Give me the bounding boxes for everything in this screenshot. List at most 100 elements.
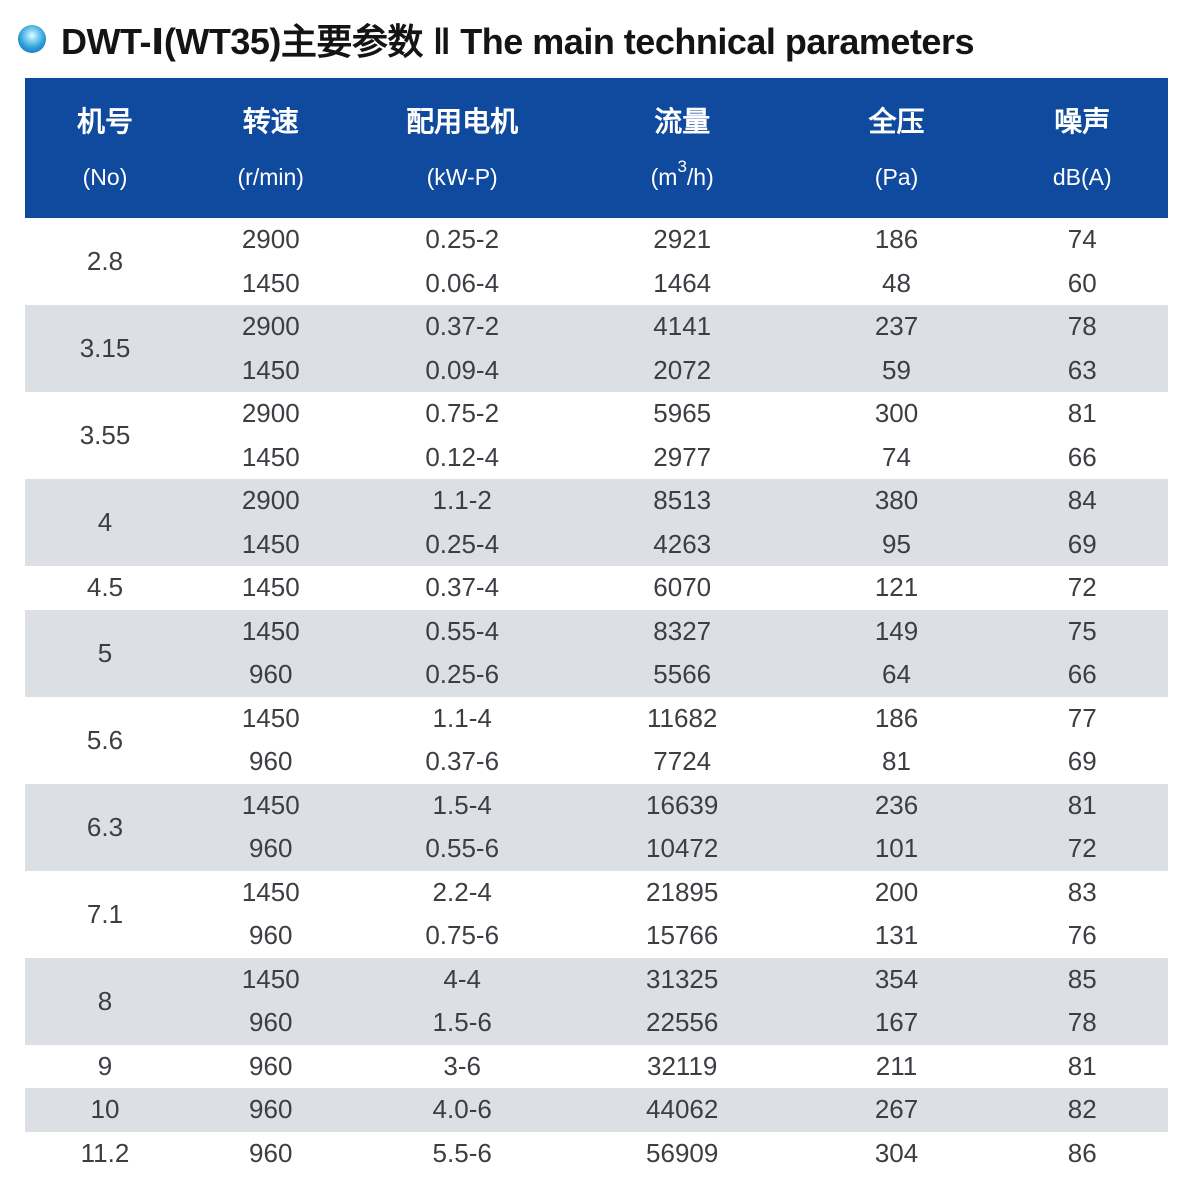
cell-noise: 86 [1067, 1137, 1097, 1168]
cell-flow: 56909 [646, 1137, 719, 1168]
table-row: 960 0.25-6 5566 64 66 [25, 653, 1168, 697]
cell-noise: 60 [1067, 267, 1097, 298]
table-row: 9 960 3-6 32119 211 81 [25, 1044, 1168, 1088]
cell-noise: 77 [1067, 702, 1097, 733]
cell-speed: 2900 [241, 224, 300, 255]
column-unit-motor: (kW-P) [426, 163, 498, 190]
cell-motor: 0.37-2 [425, 311, 500, 342]
cell-noise: 72 [1067, 833, 1097, 864]
cell-no: 4 [97, 507, 113, 537]
cell-pressure: 300 [874, 398, 919, 429]
cell-motor: 4-4 [443, 963, 481, 994]
cell-motor: 4.0-6 [432, 1094, 492, 1125]
cell-speed: 1450 [241, 963, 300, 994]
cell-flow: 4263 [653, 528, 712, 559]
cell-motor: 0.25-2 [425, 224, 500, 255]
cell-flow: 6070 [653, 572, 712, 603]
cell-flow: 8327 [653, 615, 712, 646]
cell-noise: 72 [1067, 572, 1097, 603]
cell-noise: 75 [1067, 615, 1097, 646]
cell-flow: 2921 [653, 224, 712, 255]
cell-flow: 11682 [647, 702, 718, 733]
cell-pressure: 211 [875, 1050, 918, 1081]
cell-pressure: 167 [874, 1007, 919, 1038]
column-header-flow: 流量 (m3/h) [567, 78, 797, 218]
cell-speed: 1450 [241, 615, 300, 646]
cell-motor: 1.5-4 [432, 789, 492, 820]
cell-flow: 21895 [646, 876, 719, 907]
table-row: 2.8 2900 0.25-2 2921 186 74 [25, 218, 1168, 276]
table-row: 4.5 1450 0.37-4 6070 121 72 [25, 566, 1168, 610]
bullet-icon [18, 25, 46, 53]
table-row: 1450 0.06-4 1464 48 60 [25, 261, 1168, 305]
table-row: 7.1 1450 2.2-4 21895 200 83 [25, 870, 1168, 929]
cell-motor: 0.25-6 [425, 659, 500, 690]
cell-flow: 2072 [653, 354, 712, 385]
page-title-en: The main technical parameters [460, 21, 974, 62]
cell-motor: 0.75-6 [425, 920, 500, 951]
column-unit-no: (No) [82, 163, 128, 190]
cell-speed: 1450 [241, 528, 300, 559]
cell-noise: 74 [1067, 224, 1097, 255]
cell-flow: 16639 [646, 789, 719, 820]
table-row: 4 2900 1.1-2 8513 380 84 [25, 479, 1168, 537]
cell-noise: 81 [1067, 1050, 1097, 1081]
cell-motor: 0.55-4 [425, 615, 500, 646]
cell-motor: 0.37-4 [425, 572, 500, 603]
cell-noise: 83 [1067, 876, 1097, 907]
cell-pressure: 81 [882, 746, 911, 777]
cell-speed: 1450 [241, 789, 300, 820]
parameters-table: 机号 (No) 转速 (r/min) 配用电机 (kW-P) 流量 [25, 78, 1168, 1175]
column-unit-pressure: (Pa) [874, 163, 919, 190]
cell-speed: 960 [249, 746, 293, 777]
cell-motor: 1.5-6 [432, 1007, 492, 1038]
table-row: 960 1.5-6 22556 167 78 [25, 1001, 1168, 1045]
table-row: 6.3 1450 1.5-4 16639 236 81 [25, 783, 1168, 842]
cell-flow: 32119 [647, 1050, 718, 1081]
cell-speed: 2900 [241, 311, 300, 342]
table-row: 8 1450 4-4 31325 354 85 [25, 957, 1168, 1016]
page-title-cn: DWT-Ⅰ(WT35)主要参数 [61, 21, 423, 62]
cell-motor: 2.2-4 [432, 876, 492, 907]
page-header: DWT-Ⅰ(WT35)主要参数 ‖ The main technical param… [0, 0, 1191, 78]
column-header-no: 机号 (No) [25, 78, 186, 218]
column-header-noise: 噪声 dB(A) [996, 78, 1168, 218]
cell-pressure: 236 [874, 789, 919, 820]
table-row: 11.2 960 5.5-6 56909 304 86 [25, 1131, 1168, 1175]
page-title: DWT-Ⅰ(WT35)主要参数 ‖ The main technical param… [61, 13, 974, 65]
table-row: 1450 0.12-4 2977 74 66 [25, 435, 1168, 479]
cell-no: 5.6 [86, 724, 124, 755]
cell-flow: 15766 [646, 920, 719, 951]
cell-flow: 4141 [653, 311, 712, 342]
flow-unit-pre: (m [650, 163, 678, 190]
table-row: 10 960 4.0-6 44062 267 82 [25, 1088, 1168, 1132]
cell-speed: 1450 [241, 876, 300, 907]
cell-speed: 1450 [241, 702, 300, 733]
cell-noise: 66 [1067, 441, 1097, 472]
cell-pressure: 95 [882, 528, 911, 559]
cell-pressure: 121 [874, 572, 919, 603]
table-body: 2.8 2900 0.25-2 2921 186 74 1450 0.06-4 1464 48 60… [25, 218, 1168, 1175]
cell-speed: 960 [249, 920, 293, 951]
cell-pressure: 380 [874, 485, 919, 516]
cell-motor: 1.1-4 [432, 702, 492, 733]
cell-pressure: 149 [874, 615, 919, 646]
table-row: 5 1450 0.55-4 8327 149 75 [25, 609, 1168, 668]
column-unit-noise: dB(A) [1052, 163, 1112, 190]
cell-pressure: 101 [874, 833, 919, 864]
cell-speed: 960 [249, 833, 293, 864]
table-row: 3.55 2900 0.75-2 5965 300 81 [25, 392, 1168, 450]
cell-flow: 2977 [653, 441, 712, 472]
cell-flow: 1464 [653, 267, 712, 298]
cell-pressure: 304 [874, 1137, 919, 1168]
cell-pressure: 48 [882, 267, 911, 298]
cell-speed: 1450 [241, 441, 300, 472]
cell-noise: 82 [1067, 1094, 1097, 1125]
cell-speed: 960 [249, 1094, 293, 1125]
column-header-motor: 配用电机 (kW-P) [356, 78, 568, 218]
cell-no: 3.55 [79, 420, 131, 450]
cell-motor: 5.5-6 [432, 1137, 492, 1168]
cell-motor: 0.75-2 [425, 398, 500, 429]
cell-no: 6.3 [86, 811, 124, 842]
flow-unit-superscript: 3 [677, 156, 687, 176]
